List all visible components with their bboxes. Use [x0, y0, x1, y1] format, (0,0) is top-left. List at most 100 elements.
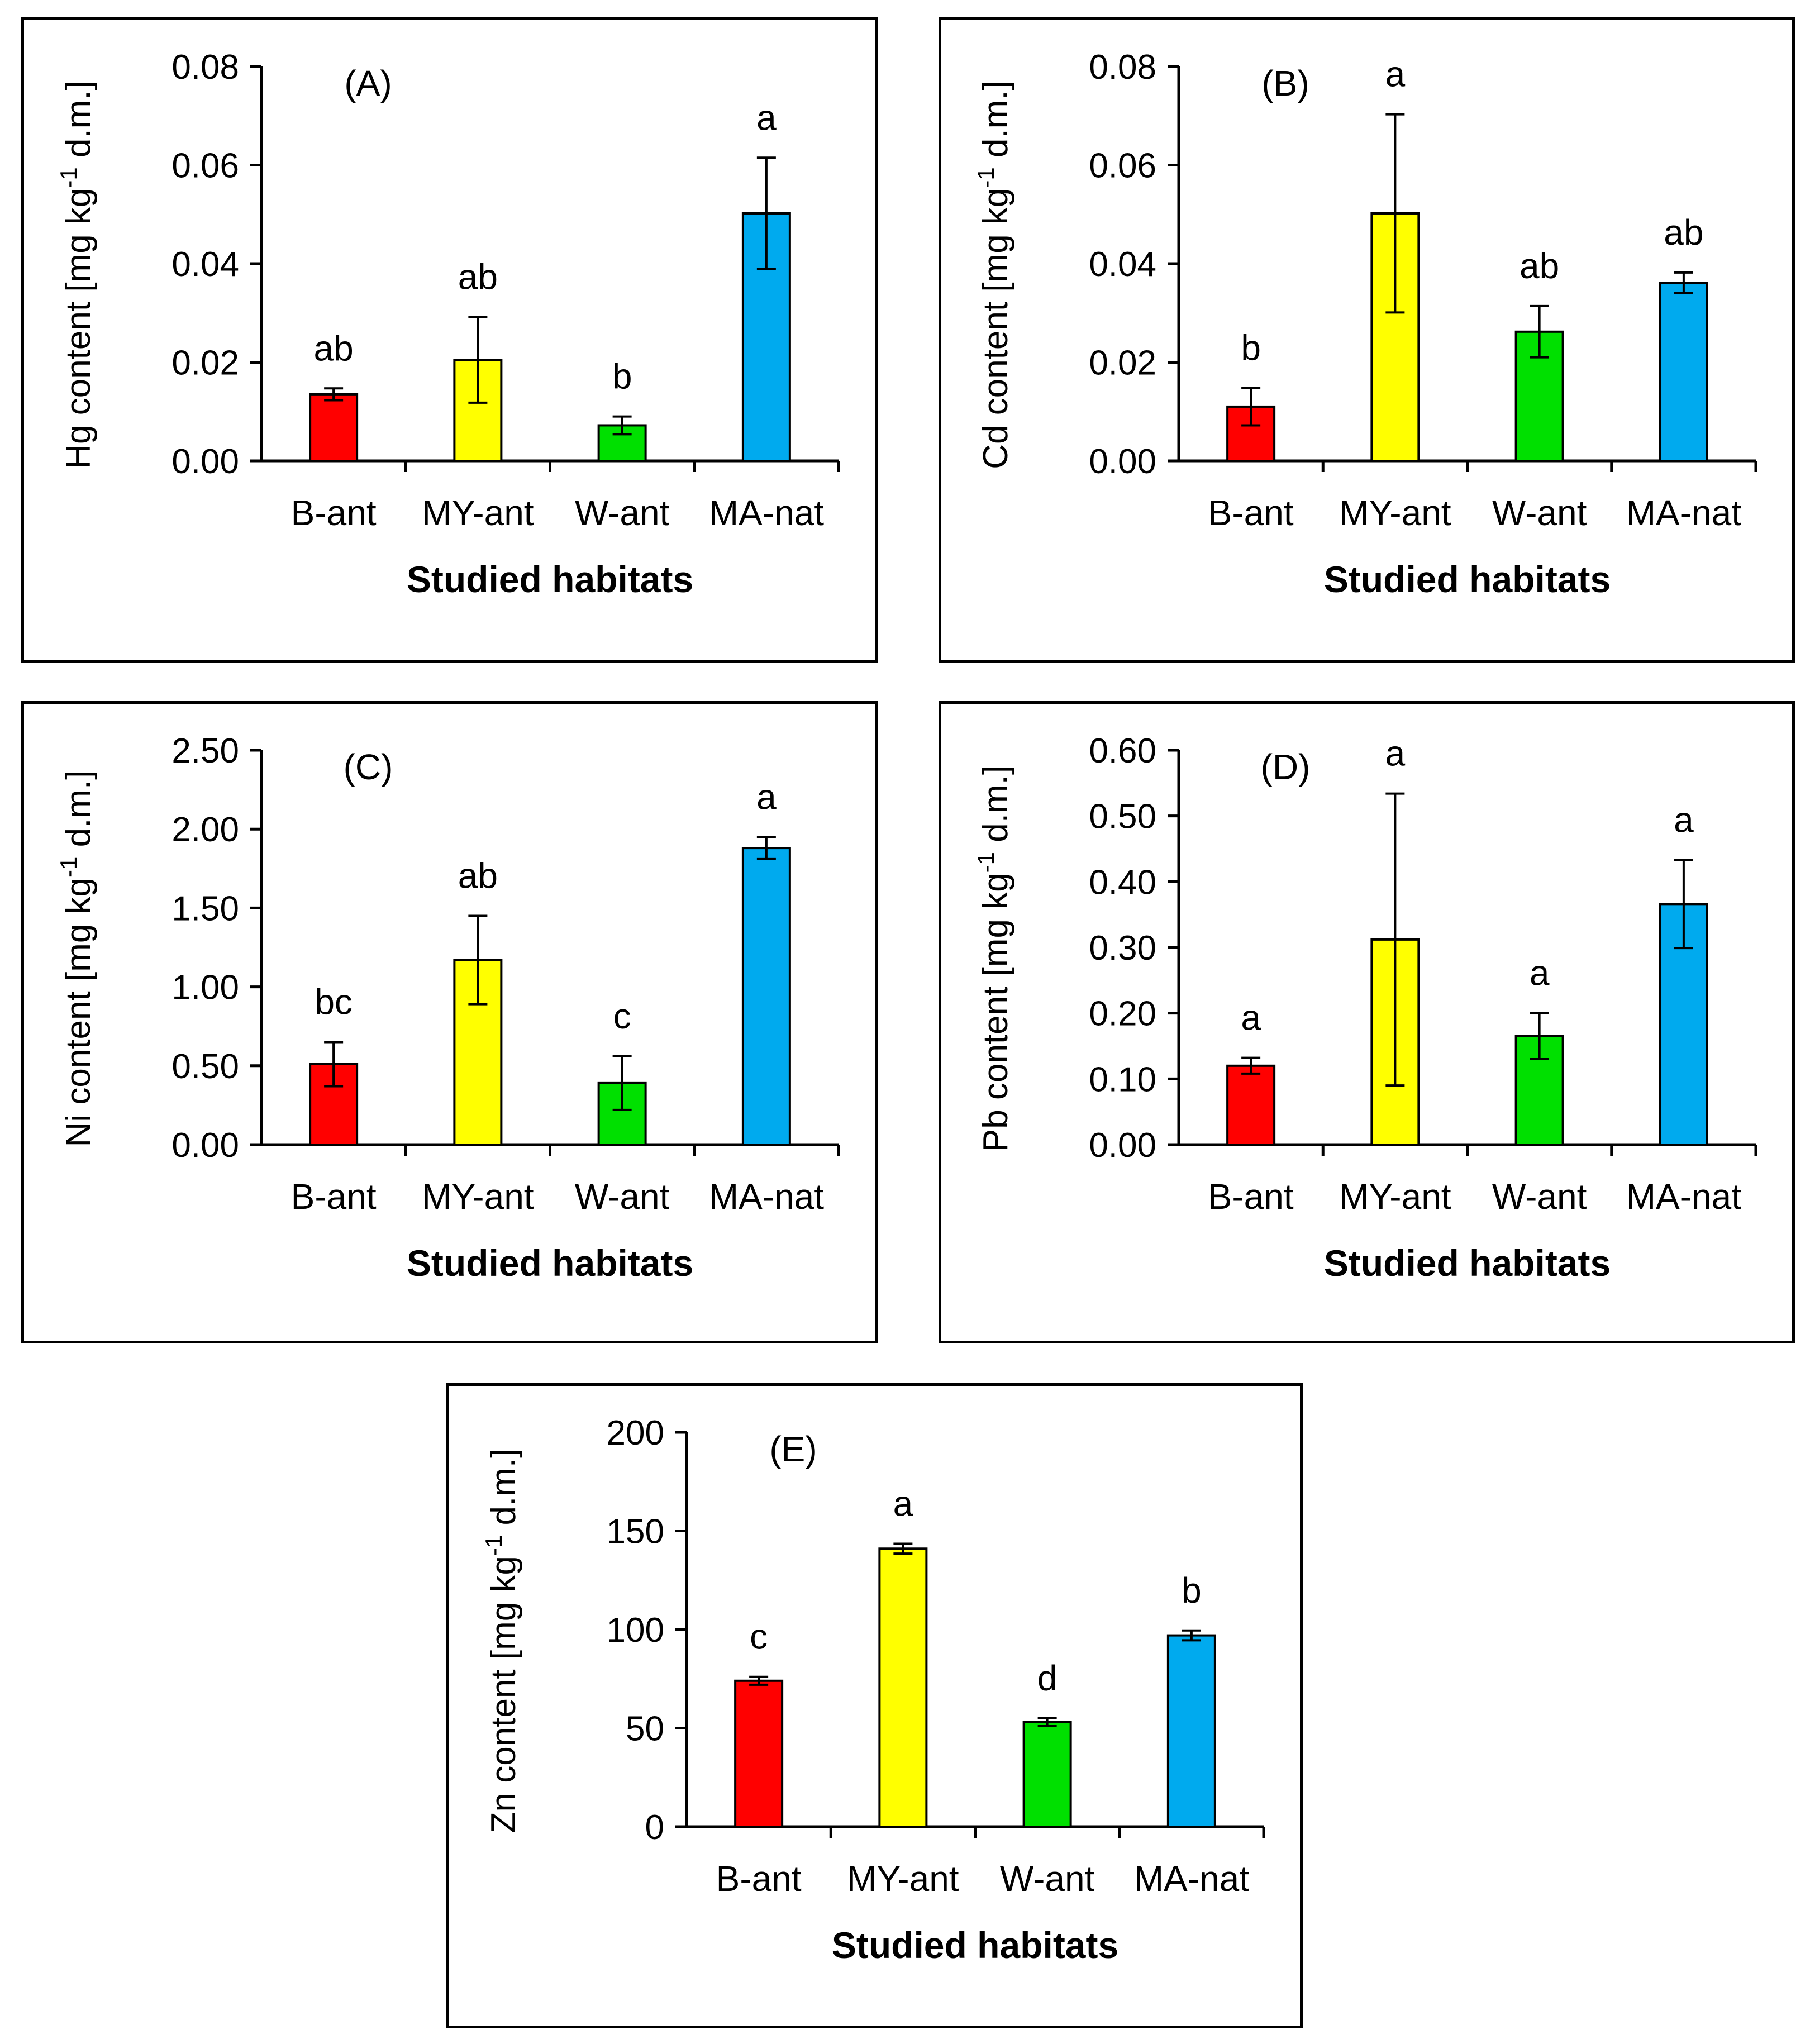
y-tick-label: 0.00 — [1089, 442, 1156, 481]
bar-w-ant — [1022, 1721, 1072, 1828]
chart-panel-e: 0 50 100 150 200 c B-ant a MY-ant d W-ant b MA-nat (E… — [446, 1383, 1303, 2028]
significance-letter: ab — [458, 856, 498, 896]
y-axis-title-unit: d.m.] — [484, 1449, 523, 1535]
significance-letter: ab — [1520, 246, 1559, 286]
x-category-label: W-ant — [1000, 1859, 1095, 1899]
significance-letter: a — [1674, 800, 1694, 840]
significance-letter: a — [1241, 998, 1261, 1038]
significance-letter: a — [1385, 733, 1406, 774]
y-axis-title-superscript: -1 — [480, 1535, 507, 1556]
bar-my-ant — [453, 359, 503, 463]
x-axis-title: Studied habitats — [407, 559, 693, 600]
significance-letter: d — [1037, 1658, 1058, 1698]
chart-b: 0.00 0.02 0.04 0.06 0.08 b B-ant a MY-ant ab W-ant… — [973, 48, 1757, 600]
y-axis-title: Zn content [mg kg-1 d.m.] — [480, 1449, 523, 1833]
y-axis-title-unit: d.m.] — [977, 80, 1015, 167]
y-axis-title: Pb content [mg kg-1 d.m.] — [973, 765, 1015, 1152]
chart-c: 0.00 0.50 1.00 1.50 2.00 2.50 bc B-ant ab MY-ant c… — [55, 732, 840, 1284]
bar-my-ant — [453, 959, 503, 1146]
x-category-label: W-ant — [1492, 1176, 1587, 1217]
x-category-label: W-ant — [575, 493, 670, 533]
bar-ma-nat — [1166, 1634, 1216, 1828]
y-tick-label: 200 — [607, 1414, 664, 1452]
bar-w-ant — [597, 1081, 647, 1146]
y-axis-title-superscript: -1 — [973, 852, 999, 873]
y-axis-title-main: Hg content [mg kg — [59, 188, 98, 469]
y-tick-label: 1.00 — [172, 969, 239, 1007]
bar-b-ant — [1226, 1064, 1276, 1146]
bar-b-ant — [734, 1679, 784, 1828]
y-axis-title-main: Cd content [mg kg — [977, 188, 1015, 469]
y-tick-label: 2.50 — [172, 732, 239, 770]
y-tick-label: 0.06 — [1089, 147, 1156, 185]
panel-label: (B) — [1261, 63, 1309, 103]
panel-label: (A) — [344, 63, 392, 103]
y-axis-title: Hg content [mg kg-1 d.m.] — [55, 80, 98, 469]
y-axis-title-superscript: -1 — [973, 167, 999, 188]
x-category-label: MA-nat — [1626, 493, 1742, 533]
chart-d: 0.00 0.10 0.20 0.30 0.40 0.50 0.60 a B-ant a MY-an… — [973, 732, 1757, 1284]
significance-letter: ab — [1664, 212, 1703, 252]
chart-panel-a: 0.00 0.02 0.04 0.06 0.08 ab B-ant ab MY-ant b W-an… — [21, 17, 878, 663]
y-axis-title: Ni content [mg kg-1 d.m.] — [55, 770, 98, 1147]
chart-panel-c: 0.00 0.50 1.00 1.50 2.00 2.50 bc B-ant ab MY-ant c… — [21, 701, 878, 1343]
y-axis-title: Cd content [mg kg-1 d.m.] — [973, 80, 1015, 469]
bar-ma-nat — [1659, 282, 1708, 462]
y-tick-label: 0.08 — [1089, 48, 1156, 87]
x-category-label: MY-ant — [1339, 493, 1451, 533]
y-tick-label: 0.00 — [1089, 1126, 1156, 1165]
y-tick-label: 0 — [645, 1808, 664, 1847]
x-category-label: MA-nat — [709, 493, 825, 533]
y-tick-label: 0.06 — [172, 147, 239, 185]
y-tick-label: 0.40 — [1089, 863, 1156, 902]
x-axis-title: Studied habitats — [1324, 559, 1611, 600]
y-tick-label: 0.04 — [1089, 245, 1156, 284]
x-category-label: MA-nat — [1134, 1859, 1250, 1899]
y-tick-label: 0.50 — [172, 1047, 239, 1086]
bar-my-ant — [878, 1547, 928, 1828]
significance-letter: a — [756, 776, 777, 817]
x-category-label: W-ant — [575, 1176, 670, 1217]
panel-label: (C) — [344, 747, 393, 787]
y-tick-label: 150 — [607, 1513, 664, 1551]
y-tick-label: 0.04 — [172, 245, 239, 284]
significance-letter: a — [893, 1483, 913, 1523]
significance-letter: bc — [315, 981, 353, 1022]
significance-letter: b — [1182, 1570, 1202, 1611]
x-category-label: MA-nat — [709, 1176, 825, 1217]
x-category-label: B-ant — [1208, 493, 1294, 533]
chart-e: 0 50 100 150 200 c B-ant a MY-ant d W-ant b MA-nat (E… — [480, 1414, 1265, 1966]
y-tick-label: 0.08 — [172, 48, 239, 87]
y-tick-label: 0.00 — [172, 1126, 239, 1165]
significance-letter: b — [612, 356, 632, 397]
bar-w-ant — [597, 424, 647, 463]
x-category-label: MY-ant — [847, 1859, 959, 1899]
x-axis-title: Studied habitats — [407, 1242, 693, 1284]
y-tick-label: 0.20 — [1089, 995, 1156, 1033]
y-tick-label: 2.00 — [172, 811, 239, 849]
y-tick-label: 0.60 — [1089, 732, 1156, 770]
y-tick-label: 100 — [607, 1611, 664, 1650]
x-category-label: MY-ant — [422, 1176, 534, 1217]
y-tick-label: 0.30 — [1089, 929, 1156, 968]
y-tick-label: 0.02 — [172, 344, 239, 383]
y-tick-label: 0.10 — [1089, 1060, 1156, 1099]
significance-letter: c — [750, 1617, 768, 1657]
y-axis-title-unit: d.m.] — [59, 80, 98, 167]
chart-panel-d: 0.00 0.10 0.20 0.30 0.40 0.50 0.60 a B-ant a MY-an… — [939, 701, 1795, 1343]
significance-letter: a — [756, 97, 777, 137]
y-tick-label: 50 — [626, 1710, 664, 1748]
x-category-label: B-ant — [291, 1176, 377, 1217]
x-category-label: MY-ant — [1339, 1176, 1451, 1217]
bar-ma-nat — [741, 847, 791, 1146]
x-category-label: B-ant — [1208, 1176, 1294, 1217]
y-axis-title-main: Pb content [mg kg — [977, 873, 1015, 1152]
y-axis-title-unit: d.m.] — [977, 765, 1015, 852]
y-tick-label: 1.50 — [172, 889, 239, 928]
significance-letter: a — [1530, 953, 1550, 993]
chart-panel-b: 0.00 0.02 0.04 0.06 0.08 b B-ant a MY-ant ab W-ant… — [939, 17, 1795, 663]
significance-letter: b — [1241, 327, 1261, 368]
y-axis-title-superscript: -1 — [55, 167, 82, 188]
panel-label: (E) — [769, 1429, 817, 1469]
x-axis-title: Studied habitats — [832, 1924, 1118, 1966]
